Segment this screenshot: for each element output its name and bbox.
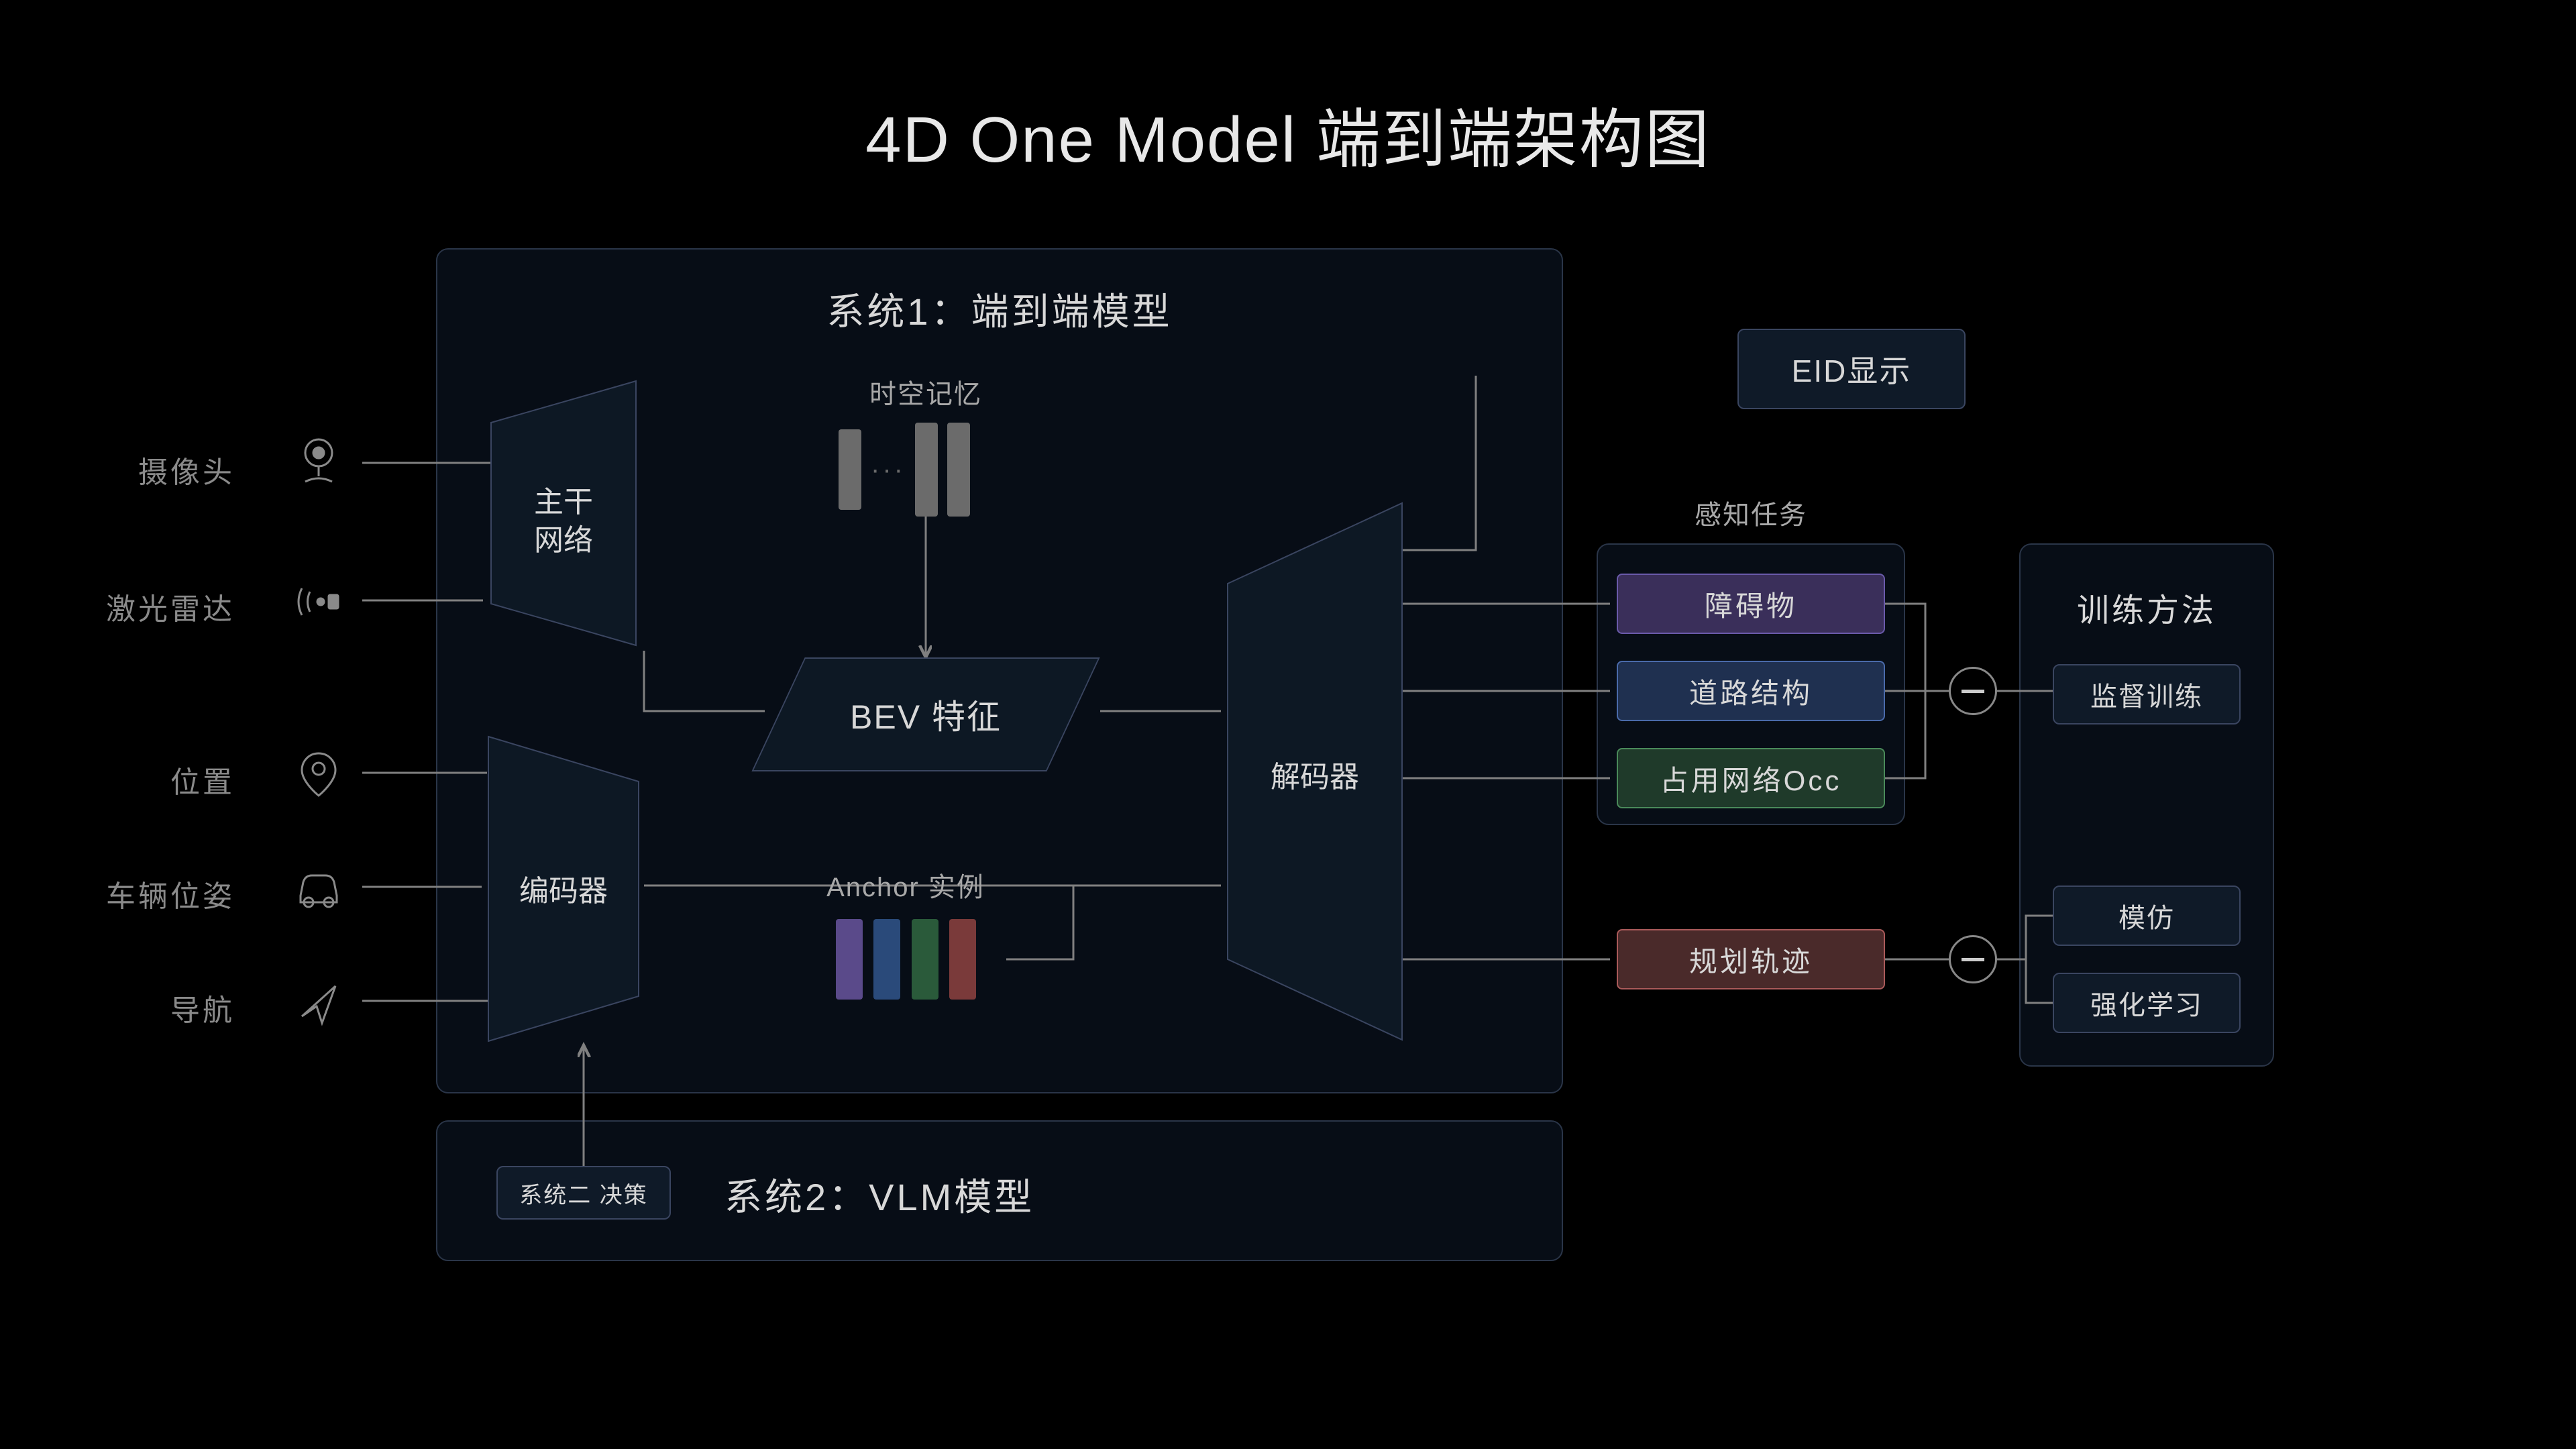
encoder-node: 编码器: [483, 731, 644, 1046]
input-nav-label: 导航: [80, 986, 235, 1029]
memory-bars: ···: [839, 423, 970, 517]
input-position-label: 位置: [80, 758, 235, 801]
training-rl: 强化学习: [2053, 973, 2241, 1033]
training-imitation: 模仿: [2053, 885, 2241, 946]
anchor-label: Anchor 实例: [798, 865, 1013, 904]
loss-node-perception: [1949, 667, 1997, 715]
nav-icon: [288, 973, 349, 1033]
task-trajectory: 规划轨迹: [1617, 929, 1885, 989]
pin-icon: [288, 743, 349, 804]
system1-title: 系统1：端到端模型: [436, 282, 1563, 336]
task-occ: 占用网络Occ: [1617, 748, 1885, 808]
perception-label: 感知任务: [1597, 493, 1905, 532]
loss-node-trajectory: [1949, 935, 1997, 983]
training-title: 训练方法: [2019, 584, 2274, 631]
input-lidar-label: 激光雷达: [80, 585, 235, 628]
backbone-node: 主干 网络: [483, 376, 644, 651]
task-obstacle: 障碍物: [1617, 574, 1885, 634]
memory-label: 时空记忆: [818, 372, 1033, 411]
diagram-title: 4D One Model 端到端架构图: [0, 87, 2576, 180]
eid-box: EID显示: [1737, 329, 1966, 409]
car-icon: [288, 859, 349, 919]
input-camera-label: 摄像头: [80, 448, 235, 491]
bev-node: BEV 特征: [751, 657, 1099, 771]
lidar-icon: [288, 572, 349, 632]
training-supervised: 监督训练: [2053, 664, 2241, 724]
system2-decision: 系统二 决策: [496, 1166, 671, 1220]
input-pose-label: 车辆位姿: [80, 872, 235, 915]
anchor-bars: [832, 919, 980, 1003]
system2-title: 系统2：VLM模型: [724, 1167, 1034, 1222]
camera-icon: [288, 429, 349, 490]
decoder-node: 解码器: [1221, 496, 1409, 1046]
task-road: 道路结构: [1617, 661, 1885, 721]
